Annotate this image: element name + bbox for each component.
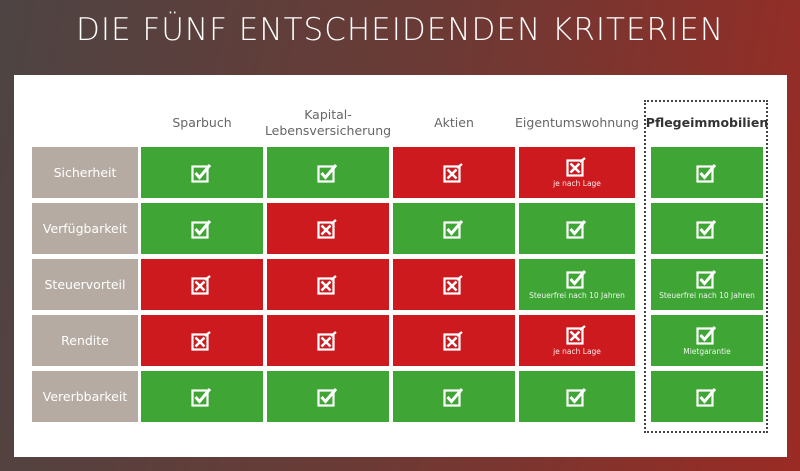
cross-icon xyxy=(191,330,211,351)
cell-note: Steuerfrei nach 10 Jahren xyxy=(659,291,755,300)
check-icon xyxy=(696,387,717,407)
cross-icon xyxy=(317,274,337,295)
table-cell xyxy=(519,371,635,422)
cell-note: je nach Lage xyxy=(553,347,601,356)
check-icon xyxy=(696,219,717,239)
column-header: Aktien xyxy=(434,114,474,130)
cross-icon xyxy=(191,274,211,295)
table-cell xyxy=(141,259,263,310)
check-icon xyxy=(696,163,717,183)
cross-icon xyxy=(317,330,337,351)
row-label: Vererbbarkeit xyxy=(32,371,138,422)
cross-icon xyxy=(566,325,586,345)
highlight-box xyxy=(644,100,768,433)
check-icon xyxy=(566,270,587,289)
table-cell xyxy=(651,147,763,198)
cross-icon xyxy=(443,162,463,183)
table-cell xyxy=(141,371,263,422)
check-icon xyxy=(443,219,464,239)
table-cell xyxy=(141,147,263,198)
check-icon xyxy=(317,163,338,183)
table-cell xyxy=(393,315,515,366)
row-label: Verfügbarkeit xyxy=(32,203,138,254)
cell-note: Mietgarantie xyxy=(683,347,731,356)
cross-icon xyxy=(443,330,463,351)
table-cell xyxy=(393,259,515,310)
cell-note: Steuerfrei nach 10 Jahren xyxy=(529,291,625,300)
table-cell xyxy=(267,315,389,366)
row-label: Sicherheit xyxy=(32,147,138,198)
table-cell xyxy=(141,315,263,366)
table-cell xyxy=(393,371,515,422)
cross-icon xyxy=(443,274,463,295)
check-icon xyxy=(696,326,717,345)
table-cell xyxy=(393,203,515,254)
table-cell: Steuerfrei nach 10 Jahren xyxy=(651,259,763,310)
cross-icon xyxy=(317,218,337,239)
page-title: DIE FÜNF ENTSCHEIDENDEN KRITERIEN xyxy=(75,12,725,48)
cell-note: je nach Lage xyxy=(553,179,601,188)
table-cell xyxy=(267,147,389,198)
table-cell xyxy=(267,203,389,254)
row-label: Steuervorteil xyxy=(32,259,138,310)
cross-icon xyxy=(566,157,586,177)
check-icon xyxy=(696,270,717,289)
table-cell xyxy=(651,203,763,254)
check-icon xyxy=(317,387,338,407)
table-cell: je nach Lage xyxy=(519,315,635,366)
table-cell xyxy=(651,371,763,422)
column-header: Pflegeimmobilien xyxy=(645,114,769,130)
check-icon xyxy=(566,219,587,239)
column-header: Eigentumswohnung xyxy=(515,114,639,130)
check-icon xyxy=(191,163,212,183)
table-cell xyxy=(267,259,389,310)
table-cell: Mietgarantie xyxy=(651,315,763,366)
table-cell xyxy=(141,203,263,254)
check-icon xyxy=(443,387,464,407)
check-icon xyxy=(191,387,212,407)
column-header: Kapital- Lebensversicherung xyxy=(264,106,392,138)
table-cell: je nach Lage xyxy=(519,147,635,198)
column-header: Sparbuch xyxy=(172,114,232,130)
table-cell xyxy=(519,203,635,254)
table-cell: Steuerfrei nach 10 Jahren xyxy=(519,259,635,310)
check-icon xyxy=(191,219,212,239)
table-cell xyxy=(267,371,389,422)
row-label: Rendite xyxy=(32,315,138,366)
table-cell xyxy=(393,147,515,198)
check-icon xyxy=(566,387,587,407)
